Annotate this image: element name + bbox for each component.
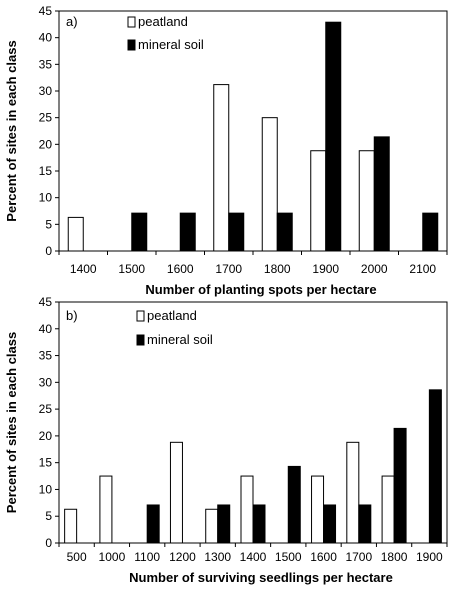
y-tick-label: 40 bbox=[39, 322, 53, 336]
bar-peatland bbox=[310, 150, 327, 252]
x-tick-label: 1200 bbox=[169, 550, 196, 564]
x-tick-label: 1100 bbox=[134, 550, 160, 564]
y-tick-label: 40 bbox=[39, 31, 53, 45]
y-tick-label: 5 bbox=[45, 217, 52, 231]
y-tick-label: 35 bbox=[39, 349, 53, 363]
legend: peatland mineral soil bbox=[136, 308, 213, 347]
legend-label: mineral soil bbox=[138, 37, 204, 52]
x-axis-label: Number of surviving seedlings per hectar… bbox=[129, 570, 393, 585]
bar-mineral-soil bbox=[146, 504, 160, 544]
y-tick-label: 10 bbox=[39, 482, 53, 496]
bar-mineral-soil bbox=[428, 389, 442, 544]
legend-swatch-mineral-soil bbox=[136, 334, 145, 346]
bar-mineral-soil bbox=[276, 212, 293, 252]
bar-peatland bbox=[67, 216, 84, 252]
x-tick-label: 1300 bbox=[204, 550, 231, 564]
bar-mineral-soil bbox=[325, 21, 342, 252]
y-tick-label: 0 bbox=[45, 536, 52, 550]
x-tick-label: 500 bbox=[67, 550, 87, 564]
legend-label: mineral soil bbox=[147, 332, 213, 347]
bar-mineral-soil bbox=[358, 504, 372, 544]
x-tick-label: 1400 bbox=[240, 550, 267, 564]
x-tick-label: 1800 bbox=[381, 550, 408, 564]
bar-mineral-soil bbox=[422, 212, 439, 252]
bar-peatland bbox=[261, 117, 278, 252]
chart-panel-a: 0 5 10 15 20 25 30 35 40 45 1400 1500 1600 1700 1800 19… bbox=[4, 4, 448, 297]
y-tick-label: 20 bbox=[39, 429, 53, 443]
panel-label: a) bbox=[66, 14, 78, 29]
x-tick-label: 1800 bbox=[264, 262, 291, 276]
bar-peatland bbox=[205, 508, 219, 544]
y-tick-label: 10 bbox=[39, 191, 53, 205]
y-tick-label: 25 bbox=[39, 111, 53, 125]
bar-peatland bbox=[358, 150, 375, 252]
y-tick-label: 30 bbox=[39, 375, 53, 389]
y-tick-label: 35 bbox=[39, 57, 53, 71]
y-axis-label: Percent of sites in each class bbox=[4, 40, 19, 221]
y-tick-label: 5 bbox=[45, 509, 52, 523]
legend-label: peatland bbox=[147, 308, 197, 323]
legend-swatch-peatland bbox=[136, 310, 145, 322]
y-tick-label: 15 bbox=[39, 164, 53, 178]
legend-swatch-mineral-soil bbox=[127, 39, 136, 51]
bar-mineral-soil bbox=[393, 427, 407, 544]
y-tick-label: 20 bbox=[39, 137, 53, 151]
x-tick-label: 1700 bbox=[215, 262, 242, 276]
bar-peatland bbox=[99, 475, 113, 544]
x-tick-label: 1400 bbox=[70, 262, 97, 276]
bar-mineral-soil bbox=[217, 504, 231, 544]
bar-mineral-soil bbox=[228, 212, 245, 252]
y-tick-label: 15 bbox=[39, 456, 53, 470]
legend-swatch-peatland bbox=[127, 16, 136, 28]
bar-mineral-soil bbox=[131, 212, 148, 252]
x-tick-label: 1500 bbox=[118, 262, 145, 276]
y-tick-label: 0 bbox=[45, 244, 52, 258]
legend-label: peatland bbox=[138, 14, 188, 29]
x-axis-label: Number of planting spots per hectare bbox=[145, 282, 376, 297]
y-tick-label: 45 bbox=[39, 4, 53, 18]
x-tick-label: 1900 bbox=[416, 550, 443, 564]
bar-peatland bbox=[346, 441, 360, 544]
bar-peatland bbox=[64, 508, 78, 544]
y-tick-label: 30 bbox=[39, 84, 53, 98]
bar-mineral-soil bbox=[252, 504, 266, 544]
bar-mineral-soil bbox=[179, 212, 196, 252]
x-tick-label: 1000 bbox=[99, 550, 126, 564]
x-tick-label: 2100 bbox=[409, 262, 436, 276]
x-tick-label: 1600 bbox=[310, 550, 337, 564]
bar-peatland bbox=[213, 84, 230, 252]
x-tick-label: 2000 bbox=[361, 262, 388, 276]
y-axis-label: Percent of sites in each class bbox=[4, 332, 19, 513]
x-tick-label: 1700 bbox=[345, 550, 372, 564]
bar-peatland bbox=[311, 475, 325, 544]
bar-mineral-soil bbox=[323, 504, 337, 544]
panel-label: b) bbox=[66, 308, 78, 323]
chart-panel-b: 0 5 10 15 20 25 30 35 40 45 500 1000 1100 1200 1300 140… bbox=[4, 295, 448, 585]
x-tick-label: 1900 bbox=[312, 262, 339, 276]
bar-mineral-soil bbox=[287, 465, 301, 544]
bar-peatland bbox=[240, 475, 254, 544]
y-tick-label: 25 bbox=[39, 402, 53, 416]
x-tick-label: 1600 bbox=[167, 262, 194, 276]
x-tick-label: 1500 bbox=[275, 550, 302, 564]
bar-peatland bbox=[169, 441, 183, 544]
bar-mineral-soil bbox=[373, 136, 390, 252]
y-tick-label: 45 bbox=[39, 295, 53, 309]
legend: peatland mineral soil bbox=[127, 14, 204, 52]
bar-peatland bbox=[381, 475, 395, 544]
